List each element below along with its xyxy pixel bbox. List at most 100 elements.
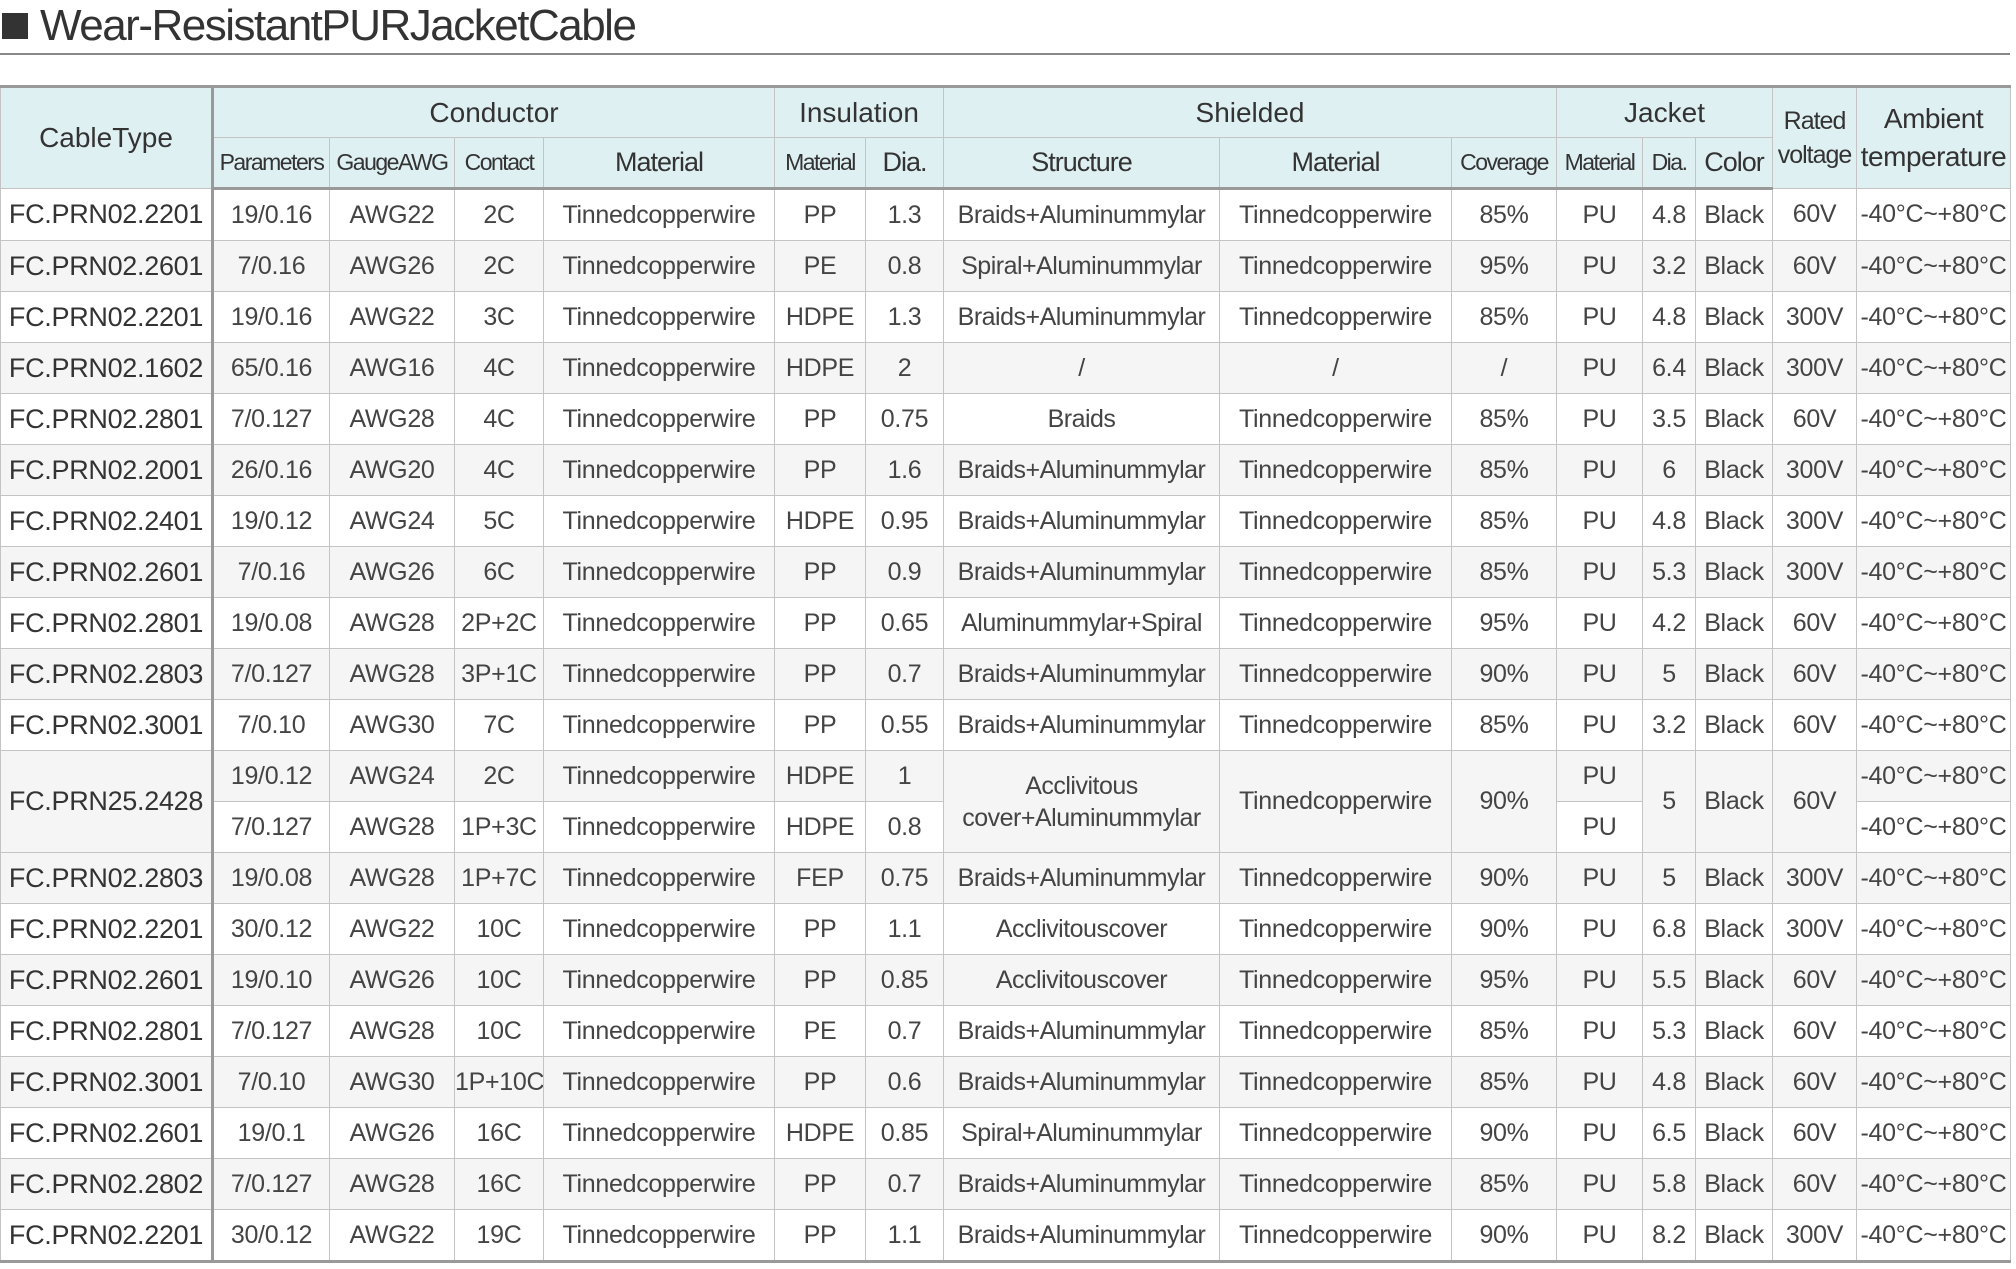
cell-shielded-structure: Braids+Aluminummylar — [943, 188, 1220, 241]
cell-rated-voltage: 60V — [1772, 954, 1858, 1006]
cell-rated-voltage: 300V — [1772, 852, 1858, 904]
cell-conductor-contact: 10C — [454, 903, 544, 955]
cell-insulation-material: PP — [774, 444, 866, 496]
cell-conductor-gauge: AWG30 — [329, 1056, 455, 1108]
cell-jacket-material: PU — [1556, 291, 1644, 343]
cell-insulation-material: PP — [774, 188, 866, 241]
table-row: FC.PRN25.2428 19/0.12 AWG24 2C Tinnedcopperw… — [0, 750, 2012, 853]
cell-conductor-parameters: 30/0.12 — [212, 1209, 330, 1262]
cell-jacket-color: Black — [1695, 954, 1774, 1006]
cell-insulation-material: PP — [774, 1158, 866, 1210]
cell-jacket-dia: 4.2 — [1642, 597, 1697, 649]
cell-ambient-temperature: -40°C~+80°C — [1856, 954, 2012, 1006]
table-row: FC.PRN02.2601 7/0.16 AWG26 6C Tinnedcopperwi… — [0, 546, 2012, 598]
cell-conductor-contact: 3C — [454, 291, 544, 343]
cell-conductor-material: Tinnedcopperwire — [543, 495, 775, 547]
cell-shielded-coverage: 90% — [1450, 750, 1558, 853]
cell-conductor-material: Tinnedcopperwire — [543, 699, 775, 751]
cell-conductor-material: Tinnedcopperwire — [543, 291, 775, 343]
cell-shielded-material: Tinnedcopperwire — [1219, 1107, 1452, 1159]
cell-jacket-material: PU — [1556, 240, 1644, 292]
cell-jacket-color: Black — [1695, 852, 1774, 904]
cell-conductor-gauge: AWG26 — [329, 240, 455, 292]
cell-cable-type: FC.PRN02.2801 — [0, 1005, 214, 1057]
cell-conductor-material: Tinnedcopperwire — [543, 444, 775, 496]
cell-jacket-color: Black — [1695, 546, 1774, 598]
cell-insulation-dia: 0.7 — [865, 1005, 944, 1057]
cell-rated-voltage: 60V — [1772, 1005, 1858, 1057]
cell-jacket-color: Black — [1695, 1005, 1774, 1057]
cell-shielded-material: Tinnedcopperwire — [1219, 1209, 1452, 1262]
cell-ambient-temperature: -40°C~+80°C — [1856, 801, 2012, 853]
cell-shielded-structure: Braids+Aluminummylar — [943, 291, 1220, 343]
table-row: FC.PRN02.2601 19/0.10 AWG26 10C Tinnedcopper… — [0, 954, 2012, 1006]
cell-conductor-parameters: 19/0.10 — [212, 954, 330, 1006]
cell-jacket-dia: 3.2 — [1642, 699, 1697, 751]
cell-shielded-structure: / — [943, 342, 1220, 394]
cell-shielded-coverage: 90% — [1450, 903, 1558, 955]
cell-insulation-dia: 0.75 — [865, 852, 944, 904]
cell-jacket-color: Black — [1695, 1107, 1774, 1159]
cell-shielded-structure: Braids+Aluminummylar — [943, 1056, 1220, 1108]
title-divider — [0, 53, 2010, 55]
cell-insulation-dia: 2 — [865, 342, 944, 394]
cell-cable-type: FC.PRN02.2801 — [0, 597, 214, 649]
cell-rated-voltage: 300V — [1772, 291, 1858, 343]
cell-conductor-gauge: AWG28 — [329, 1158, 455, 1210]
cell-conductor-gauge: AWG28 — [329, 801, 455, 853]
cell-shielded-coverage: 85% — [1450, 1005, 1558, 1057]
cell-conductor-contact: 16C — [454, 1107, 544, 1159]
cell-rated-voltage: 60V — [1772, 699, 1858, 751]
table-row: FC.PRN02.2801 7/0.127 AWG28 4C Tinnedcopperw… — [0, 393, 2012, 445]
cell-jacket-material: PU — [1556, 1209, 1644, 1262]
cell-rated-voltage: 300V — [1772, 342, 1858, 394]
cell-jacket-material: PU — [1556, 342, 1644, 394]
cell-shielded-material: Tinnedcopperwire — [1219, 291, 1452, 343]
cell-rated-voltage: 60V — [1772, 597, 1858, 649]
table-row: FC.PRN02.2201 19/0.16 AWG22 2C Tinnedcopperw… — [0, 188, 2012, 241]
cell-conductor-parameters: 7/0.16 — [212, 240, 330, 292]
cell-conductor-parameters: 19/0.16 — [212, 188, 330, 241]
table-body: FC.PRN02.2201 19/0.16 AWG22 2C Tinnedcopperw… — [0, 188, 2012, 1262]
table-row: FC.PRN02.3001 7/0.10 AWG30 1P+10C Tinnedcopp… — [0, 1056, 2012, 1108]
cell-cable-type: FC.PRN02.2601 — [0, 240, 214, 292]
cell-insulation-dia: 0.8 — [865, 240, 944, 292]
cell-rated-voltage: 60V — [1772, 1158, 1858, 1210]
cell-shielded-structure: Acclivitouscover — [943, 954, 1220, 1006]
cell-jacket-material: PU — [1556, 597, 1644, 649]
cell-jacket-color: Black — [1695, 1209, 1774, 1262]
cell-rated-voltage: 300V — [1772, 1209, 1858, 1262]
cell-jacket-material: PU — [1556, 699, 1644, 751]
cell-insulation-dia: 0.85 — [865, 954, 944, 1006]
cell-shielded-material: Tinnedcopperwire — [1219, 750, 1452, 853]
cell-jacket-material: PU — [1556, 393, 1644, 445]
cell-jacket-material: PU — [1556, 954, 1644, 1006]
cell-shielded-structure: Spiral+Aluminummylar — [943, 1107, 1220, 1159]
cell-jacket-material: PU — [1556, 903, 1644, 955]
cell-insulation-material: HDPE — [774, 1107, 866, 1159]
cell-conductor-parameters: 7/0.10 — [212, 699, 330, 751]
cell-conductor-parameters: 7/0.127 — [212, 801, 330, 853]
cell-conductor-material: Tinnedcopperwire — [543, 852, 775, 904]
cell-ambient-temperature: -40°C~+80°C — [1856, 1056, 2012, 1108]
cell-conductor-contact: 1P+10C — [454, 1056, 544, 1108]
cell-shielded-coverage: 85% — [1450, 1056, 1558, 1108]
page-title-text: Wear-ResistantPURJacketCable — [40, 1, 637, 50]
cell-jacket-material: PU — [1556, 546, 1644, 598]
header-shielded-coverage: Coverage — [1450, 137, 1558, 190]
cell-insulation-material: HDPE — [774, 801, 866, 853]
cell-insulation-dia: 1.1 — [865, 903, 944, 955]
cell-shielded-coverage: 85% — [1450, 699, 1558, 751]
cell-conductor-contact: 2P+2C — [454, 597, 544, 649]
cell-shielded-material: Tinnedcopperwire — [1219, 240, 1452, 292]
cell-jacket-dia: 4.8 — [1642, 291, 1697, 343]
table-row: FC.PRN02.2601 19/0.1 AWG26 16C Tinnedcopperw… — [0, 1107, 2012, 1159]
cell-shielded-coverage: 85% — [1450, 291, 1558, 343]
cell-shielded-structure: Braids+Aluminummylar — [943, 1209, 1220, 1262]
cell-rated-voltage: 60V — [1772, 240, 1858, 292]
cell-shielded-structure: Acclivitous cover+Aluminummylar — [943, 750, 1220, 853]
cell-conductor-gauge: AWG28 — [329, 393, 455, 445]
cell-conductor-gauge: AWG28 — [329, 852, 455, 904]
cell-ambient-temperature: -40°C~+80°C — [1856, 1005, 2012, 1057]
cell-conductor-gauge: AWG26 — [329, 546, 455, 598]
